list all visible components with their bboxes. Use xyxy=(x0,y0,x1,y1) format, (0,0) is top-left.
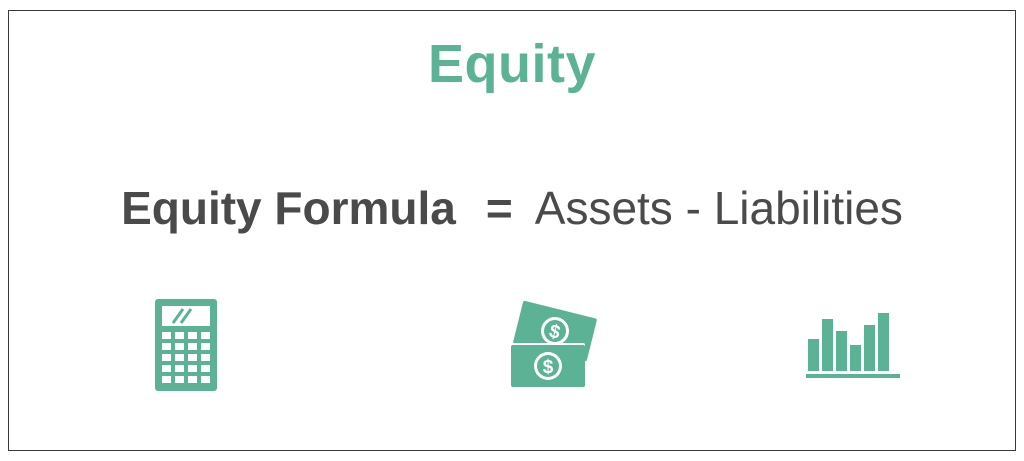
svg-text:$: $ xyxy=(543,357,554,378)
bar-chart-icon xyxy=(806,313,900,378)
money-bills-icon: $ $ xyxy=(507,300,597,389)
formula-lhs: Equity Formula xyxy=(121,182,456,234)
formula-line: Equity Formula = Assets - Liabilities xyxy=(9,181,1015,235)
calculator-icon xyxy=(155,299,217,391)
formula-rhs: Assets - Liabilities xyxy=(534,182,903,234)
card-frame: Equity Equity Formula = Assets - Liabiliti… xyxy=(8,10,1016,451)
page-title: Equity xyxy=(427,34,596,94)
formula-operator: = xyxy=(485,182,513,234)
